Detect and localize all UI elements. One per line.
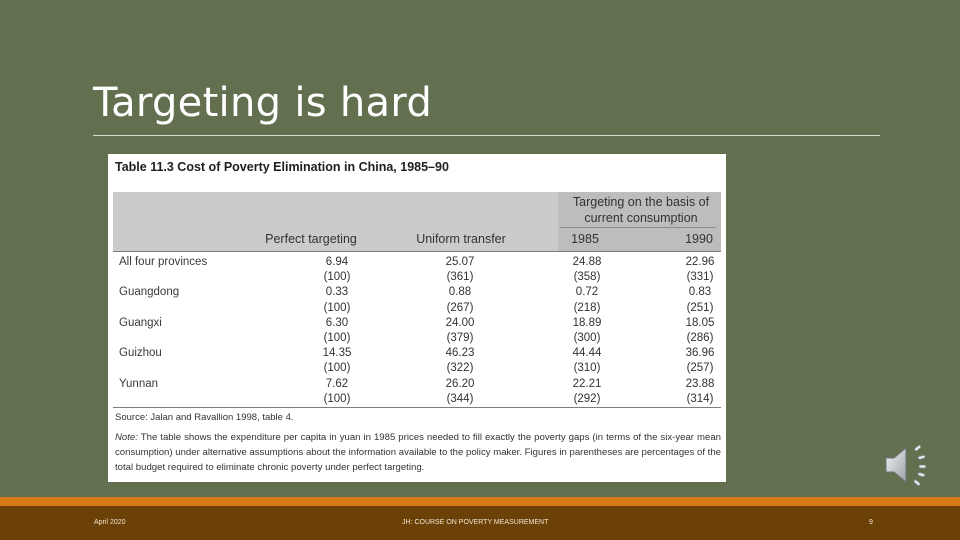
- table-cell-value: 0.33: [325, 286, 349, 299]
- table-cell-value: 44.44: [572, 347, 602, 360]
- table-cell-value: 18.89: [572, 316, 602, 329]
- table-cell-percent: (331): [686, 271, 714, 284]
- table-cell-value: 14.35: [322, 347, 352, 360]
- table-image: Table 11.3 Cost of Poverty Elimination i…: [108, 154, 726, 482]
- row-label: Guizhou: [119, 347, 162, 360]
- footer-course: JH: COURSE ON POVERTY MEASUREMENT: [402, 519, 549, 526]
- table-cell-percent: (379): [446, 332, 474, 344]
- row-label: Guangxi: [119, 316, 162, 329]
- group-header-line1: Targeting on the basis of: [572, 195, 710, 209]
- table-cell-percent: (218): [573, 301, 601, 314]
- table-cell-percent: (300): [573, 332, 601, 344]
- row-label: All four provinces: [119, 256, 208, 268]
- footer-bar: [0, 506, 960, 540]
- table-cell-percent: (344): [446, 392, 474, 405]
- table-cell-percent: (100): [323, 271, 351, 284]
- table-source: Source: Jalan and Ravallion 1998, table …: [115, 412, 294, 423]
- table-cell-value: 18.05: [685, 316, 715, 329]
- table-cell-percent: (100): [323, 362, 351, 375]
- table-cell-value: 22.96: [685, 256, 715, 268]
- table-cell-percent: (257): [686, 362, 714, 375]
- note-text: The table shows the expenditure per capi…: [115, 432, 721, 473]
- speaker-icon[interactable]: [880, 440, 936, 490]
- table-header-group-cell: [558, 192, 721, 251]
- header-bottom-rule: [113, 251, 721, 252]
- table-caption: Table 11.3 Cost of Poverty Elimination i…: [115, 160, 449, 174]
- table-cell-value: 26.20: [445, 377, 475, 390]
- col-header-1985: 1985: [571, 232, 599, 246]
- col-header-uniform-transfer: Uniform transfer: [416, 232, 506, 246]
- footer-accent-stripe: [0, 497, 960, 506]
- table-cell-percent: (361): [446, 271, 474, 284]
- col-header-perfect-targeting: Perfect targeting: [265, 232, 357, 246]
- table-cell-value: 7.62: [325, 377, 349, 390]
- row-label: Guangdong: [119, 286, 180, 299]
- table-cell-percent: (100): [323, 301, 351, 314]
- table-cell-percent: (100): [323, 392, 351, 405]
- table-header-band: [113, 192, 721, 251]
- table-cell-percent: (267): [446, 301, 474, 314]
- table-cell-value: 22.21: [572, 377, 602, 390]
- table-cell-value: 24.88: [572, 256, 602, 268]
- title-divider: [93, 135, 880, 136]
- table-cell-value: 23.88: [685, 377, 715, 390]
- table-cell-value: 46.23: [445, 347, 475, 360]
- group-header-rule: [560, 227, 716, 228]
- row-label: Yunnan: [119, 377, 159, 390]
- table-bottom-rule: [113, 407, 721, 408]
- table-cell-percent: (322): [446, 362, 474, 375]
- note-lead: Note:: [115, 432, 138, 443]
- col-header-1990: 1990: [685, 232, 713, 246]
- table-cell-value: 0.83: [688, 286, 712, 299]
- footer-page-number: 9: [869, 519, 873, 526]
- table-cell-percent: (310): [573, 362, 601, 375]
- table-cell-value: 0.72: [575, 286, 599, 299]
- table-cell-percent: (286): [686, 332, 714, 344]
- table-cell-value: 6.94: [325, 256, 349, 268]
- table-cell-value: 24.00: [445, 316, 475, 329]
- table-cell-percent: (314): [686, 392, 714, 405]
- table-cell-percent: (358): [573, 271, 601, 284]
- table-cell-percent: (251): [686, 301, 714, 314]
- table-cell-value: 36.96: [685, 347, 715, 360]
- table-cell-value: 0.88: [448, 286, 472, 299]
- group-header-line2: current consumption: [584, 211, 698, 225]
- table-cell-value: 6.30: [325, 316, 349, 329]
- slide-title: Targeting is hard: [93, 80, 433, 126]
- footer-date: April 2020: [94, 519, 126, 526]
- table-note: Note: The table shows the expenditure pe…: [115, 430, 721, 475]
- table-cell-percent: (100): [323, 332, 351, 344]
- table-cell-value: 25.07: [445, 256, 475, 268]
- table-cell-percent: (292): [573, 392, 601, 405]
